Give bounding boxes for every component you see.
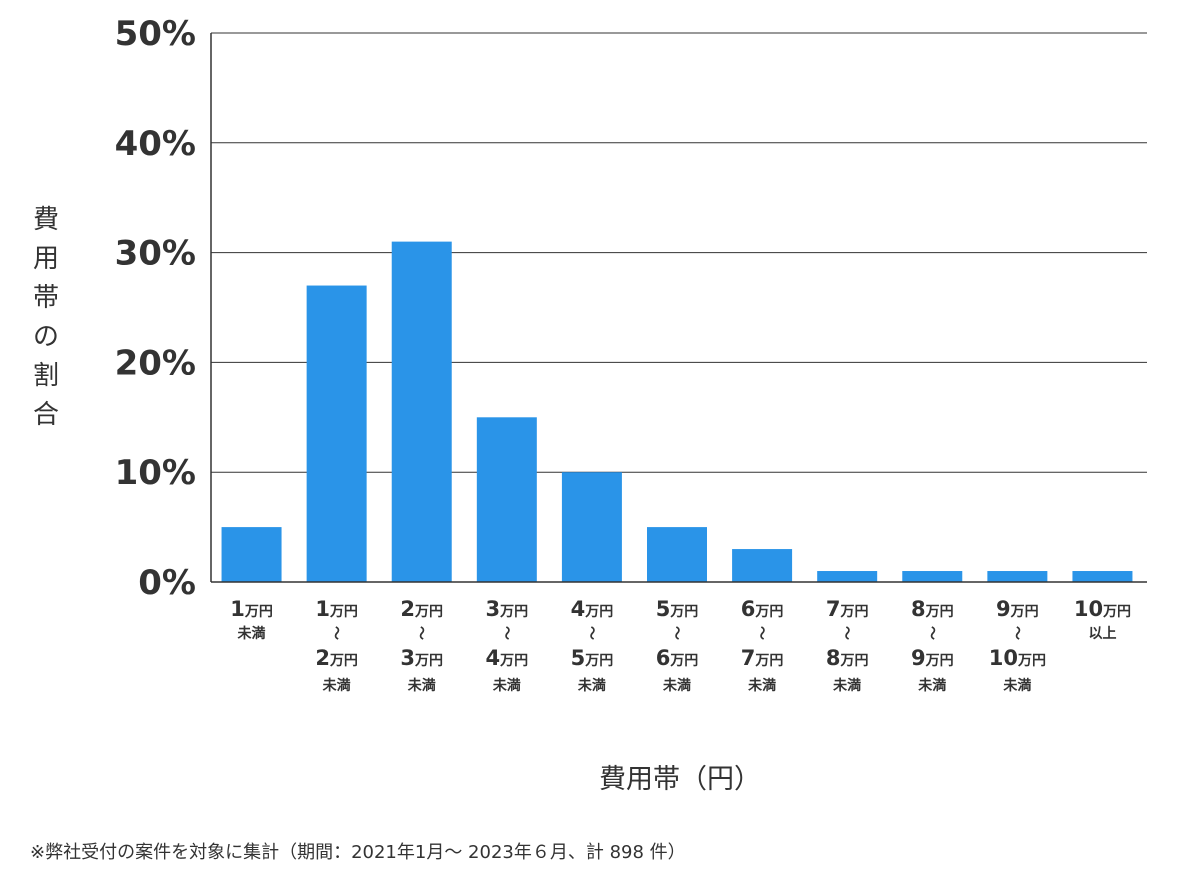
y-axis-label-char: 帯 <box>33 283 59 313</box>
y-tick-label: 50% <box>115 14 196 54</box>
x-tick-line: 2万円 <box>400 597 443 621</box>
y-axis-label-char: 費 <box>33 205 59 235</box>
x-tick-line: 4万円 <box>571 597 614 621</box>
y-tick-label: 0% <box>138 563 196 603</box>
x-tick-line: 以上 <box>1088 626 1116 642</box>
x-tick-line: 1万円 <box>230 597 273 621</box>
footnote: ※弊社受付の案件を対象に集計（期間：2021年1月～ 2023年６月、計 898… <box>30 842 686 863</box>
bar <box>987 571 1048 582</box>
x-axis-label: 費用帯（円） <box>599 764 761 795</box>
bar <box>902 571 963 582</box>
x-tick-line: 〜 <box>838 626 854 640</box>
x-tick-line: 3万円 <box>486 597 529 621</box>
x-tick-line: 〜 <box>753 626 769 640</box>
bar <box>647 527 707 582</box>
x-tick-line: 2万円 <box>315 646 358 670</box>
x-tick-line: 未満 <box>323 677 351 694</box>
x-tick-line: 9万円 <box>911 646 954 670</box>
x-axis-ticks: 1万円未満1万円〜2万円未満2万円〜3万円未満3万円〜4万円未満4万円〜5万円未… <box>230 597 1131 694</box>
x-tick-line: 7万円 <box>741 646 784 670</box>
x-tick-line: 6万円 <box>656 646 699 670</box>
x-tick-line: 未満 <box>408 677 436 694</box>
y-axis-label-char: 合 <box>33 400 59 430</box>
x-tick-line: 5万円 <box>656 597 699 621</box>
x-tick-line: 1万円 <box>315 597 358 621</box>
y-tick-label: 40% <box>115 124 196 164</box>
bar <box>1072 571 1133 582</box>
x-tick-line: 〜 <box>1008 626 1024 640</box>
x-tick-line: 未満 <box>493 677 521 694</box>
y-axis-label-char: 用 <box>33 244 59 274</box>
bar <box>476 417 537 582</box>
x-tick-line: 4万円 <box>486 646 529 670</box>
x-tick-line: 7万円 <box>826 597 869 621</box>
x-tick-line: 未満 <box>663 677 691 694</box>
x-tick-line: 未満 <box>1003 677 1031 694</box>
bar <box>817 571 878 582</box>
y-tick-label: 20% <box>115 343 196 383</box>
x-tick-line: 3万円 <box>400 646 443 670</box>
y-axis-label-char: 割 <box>33 361 59 391</box>
bars <box>221 241 1133 582</box>
x-tick-line: 5万円 <box>571 646 614 670</box>
x-tick-line: 9万円 <box>996 597 1039 621</box>
x-tick-line: 未満 <box>748 677 776 694</box>
bar <box>561 472 622 582</box>
x-tick-line: 〜 <box>328 626 344 640</box>
bar <box>391 241 452 582</box>
x-tick-line: 未満 <box>918 677 946 694</box>
x-tick-line: 8万円 <box>911 597 954 621</box>
x-tick-line: 10万円 <box>1074 597 1131 621</box>
y-axis-label-char: の <box>33 322 59 352</box>
bar <box>221 527 282 582</box>
x-tick-line: 未満 <box>833 677 861 694</box>
y-tick-label: 30% <box>115 234 196 274</box>
x-tick-line: 6万円 <box>741 597 784 621</box>
x-tick-line: 8万円 <box>826 646 869 670</box>
bar <box>306 285 367 582</box>
x-tick-line: 〜 <box>923 626 939 640</box>
x-tick-line: 未満 <box>578 677 606 694</box>
y-tick-label: 10% <box>115 453 196 493</box>
x-tick-line: 〜 <box>668 626 684 640</box>
gridlines <box>211 32 1147 473</box>
x-tick-line: 〜 <box>583 626 599 640</box>
axes <box>210 33 1147 583</box>
x-tick-line: 〜 <box>498 626 514 640</box>
x-tick-line: 10万円 <box>989 646 1046 670</box>
x-tick-line: 未満 <box>238 625 266 642</box>
x-tick-line: 〜 <box>413 626 429 640</box>
bar <box>732 549 793 582</box>
y-axis-ticks: 0% 10% 20% 30% 40% 50% <box>115 14 196 603</box>
